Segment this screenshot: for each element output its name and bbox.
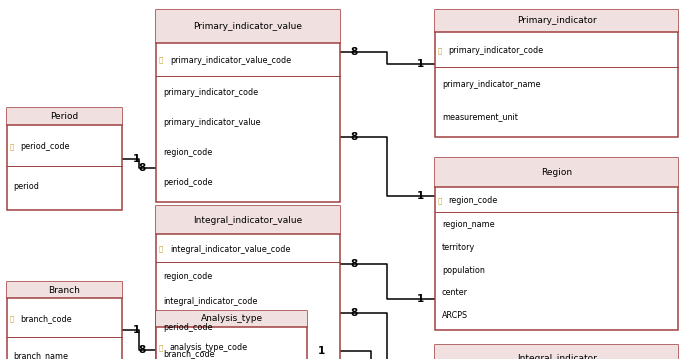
Text: 1: 1 [133,154,140,164]
Text: branch_name: branch_name [14,351,68,359]
Text: analysis_type_code: analysis_type_code [170,343,248,352]
Text: primary_indicator_name: primary_indicator_name [442,80,540,89]
Text: Primary_indicator: Primary_indicator [516,17,597,25]
Text: 1: 1 [416,191,424,201]
Text: primary_indicator_value: primary_indicator_value [163,118,260,127]
Text: region_code: region_code [163,272,212,281]
Text: ⚿: ⚿ [159,246,163,252]
Text: ⚿: ⚿ [10,315,14,322]
Text: ⚿: ⚿ [10,143,14,150]
Text: region_name: region_name [442,220,495,229]
Text: Primary_indicator_value: Primary_indicator_value [193,22,303,31]
Text: Branch: Branch [49,285,80,294]
Text: 1: 1 [318,346,325,356]
Text: 8: 8 [351,258,358,269]
Bar [156,311,307,327]
Bar [156,10,340,202]
Bar [435,158,678,330]
Text: Integral_indicator: Integral_indicator [516,354,597,359]
Text: branch_code: branch_code [163,349,214,358]
Bar [435,10,678,137]
Text: ARCPS: ARCPS [442,311,468,320]
Text: primary_indicator_code: primary_indicator_code [163,88,258,97]
Bar [435,345,678,359]
Text: center: center [442,288,468,297]
Bar [435,10,678,32]
Text: ⚿: ⚿ [438,47,442,53]
Text: 8: 8 [351,132,358,142]
Text: Analysis_type: Analysis_type [201,314,262,323]
Bar [7,282,122,298]
Text: period: period [14,182,40,191]
Text: branch_code: branch_code [21,314,72,323]
Text: 1: 1 [416,59,424,69]
Bar [156,10,340,43]
Text: ⚿: ⚿ [438,197,442,204]
Text: region_code: region_code [163,148,212,157]
Text: primary_indicator_code: primary_indicator_code [449,46,544,55]
Text: 8: 8 [351,308,358,318]
Text: period_code: period_code [163,323,212,332]
Bar [156,206,340,359]
Text: integral_indicator_value_code: integral_indicator_value_code [170,244,290,253]
Bar [435,345,678,359]
Text: integral_indicator_code: integral_indicator_code [163,298,258,307]
Bar [156,311,307,359]
Text: region_code: region_code [449,196,498,205]
Text: 8: 8 [138,345,145,355]
Text: 8: 8 [138,163,145,173]
Text: Region: Region [541,168,572,177]
Text: primary_indicator_value_code: primary_indicator_value_code [170,56,291,65]
Bar [7,108,122,125]
Bar [7,282,122,359]
Text: population: population [442,266,485,275]
Text: period_code: period_code [163,178,212,187]
Bar [435,158,678,187]
Text: territory: territory [442,243,475,252]
Text: Integral_indicator_value: Integral_indicator_value [193,216,303,225]
Text: ⚿: ⚿ [159,57,163,64]
Text: period_code: period_code [21,142,70,151]
Text: measurement_unit: measurement_unit [442,112,518,121]
Text: 8: 8 [351,47,358,57]
Text: Period: Period [50,112,79,121]
Text: 1: 1 [133,325,140,335]
Bar [7,108,122,210]
Text: ⚿: ⚿ [159,344,163,351]
Text: 1: 1 [416,294,424,304]
Bar [156,206,340,234]
